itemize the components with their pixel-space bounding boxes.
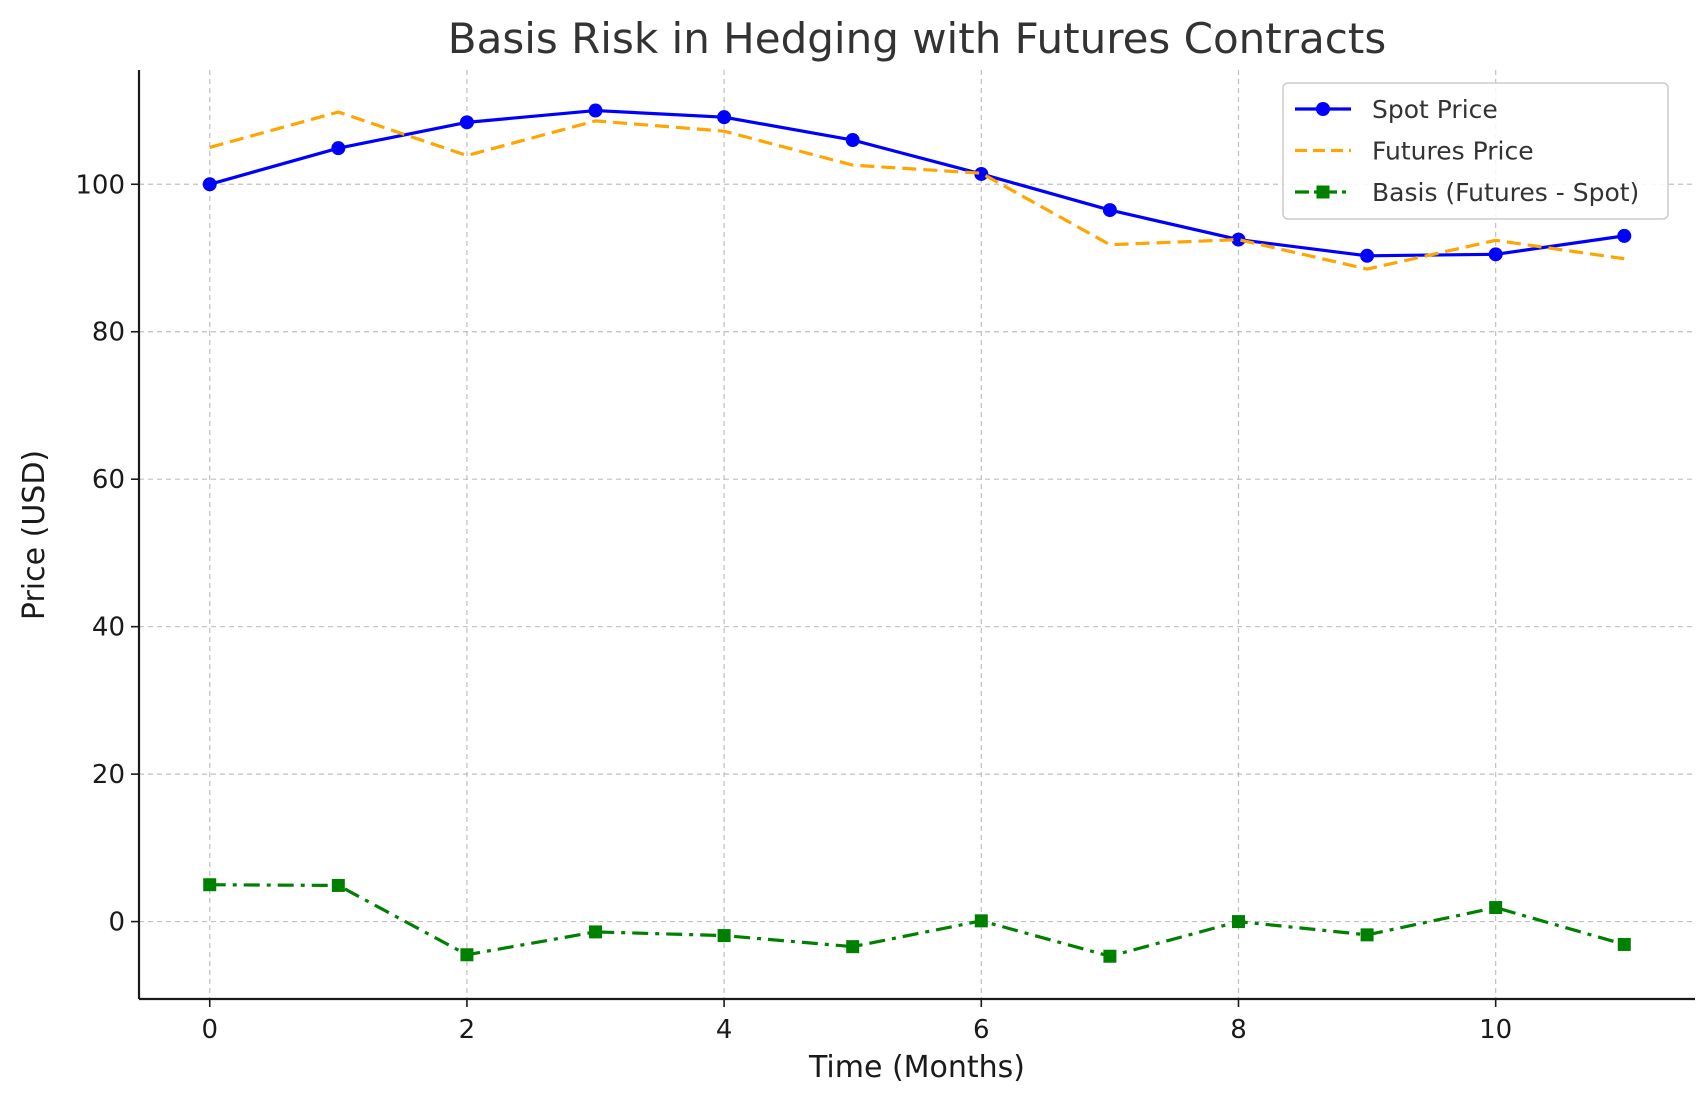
plot-area bbox=[202, 103, 1632, 963]
series-spot-price bbox=[202, 103, 1632, 263]
legend-label-futures-price: Futures Price bbox=[1372, 137, 1534, 166]
data-point-spot-price bbox=[1102, 203, 1117, 218]
data-point-spot-price bbox=[1231, 232, 1246, 247]
x-tick-label: 6 bbox=[973, 1015, 990, 1045]
data-point-spot-price bbox=[588, 103, 603, 118]
y-tick-label: 60 bbox=[92, 465, 125, 495]
y-tick-label: 20 bbox=[92, 760, 125, 790]
data-point-spot-price bbox=[1360, 248, 1375, 263]
data-point-basis-futures-spot bbox=[1103, 949, 1117, 963]
data-point-spot-price bbox=[459, 115, 474, 130]
series-line-futures-price bbox=[209, 110, 1625, 271]
data-point-basis-futures-spot bbox=[203, 878, 217, 892]
data-point-basis-futures-spot bbox=[460, 948, 474, 962]
data-point-spot-price bbox=[974, 166, 989, 181]
data-point-basis-futures-spot bbox=[1360, 928, 1374, 942]
data-point-spot-price bbox=[331, 141, 346, 156]
data-point-spot-price bbox=[1617, 228, 1632, 243]
data-point-spot-price bbox=[202, 177, 217, 192]
x-tick-label: 2 bbox=[459, 1015, 476, 1045]
x-tick-label: 10 bbox=[1479, 1015, 1512, 1045]
x-tick-label: 4 bbox=[716, 1015, 733, 1045]
data-point-basis-futures-spot bbox=[1489, 901, 1503, 915]
grid bbox=[139, 70, 1695, 999]
series-futures-price bbox=[209, 110, 1625, 271]
y-axis-label: Price (USD) bbox=[17, 450, 52, 620]
data-point-spot-price bbox=[845, 133, 860, 148]
x-axis-label: Time (Months) bbox=[808, 1050, 1025, 1085]
legend-marker-spot-price bbox=[1316, 102, 1330, 116]
data-point-basis-futures-spot bbox=[1231, 915, 1245, 929]
series-basis-futures-spot bbox=[203, 878, 1631, 963]
legend-marker-basis-futures-spot bbox=[1316, 185, 1330, 199]
legend: Spot Price Futures Price Basis (Futures - … bbox=[1282, 82, 1669, 220]
x-tick-label: 8 bbox=[1230, 1015, 1247, 1045]
series-line-spot-price bbox=[209, 108, 1625, 258]
y-tick-label: 80 bbox=[92, 318, 125, 348]
data-point-basis-futures-spot bbox=[717, 929, 731, 943]
y-tick-label: 40 bbox=[92, 613, 125, 643]
data-point-basis-futures-spot bbox=[589, 925, 603, 939]
x-tick-label: 0 bbox=[201, 1015, 218, 1045]
chart-title: Basis Risk in Hedging with Futures Contr… bbox=[448, 14, 1386, 63]
data-point-basis-futures-spot bbox=[331, 878, 345, 892]
axes bbox=[137, 70, 1695, 1001]
series-line-basis-futures-spot bbox=[209, 883, 1625, 958]
legend-label-basis-futures-spot: Basis (Futures - Spot) bbox=[1372, 178, 1639, 207]
data-point-spot-price bbox=[1488, 247, 1503, 262]
legend-box bbox=[1282, 82, 1669, 220]
legend-label-spot-price: Spot Price bbox=[1372, 95, 1498, 124]
y-tick-label: 100 bbox=[75, 170, 125, 200]
data-point-basis-futures-spot bbox=[1617, 937, 1631, 951]
data-point-basis-futures-spot bbox=[974, 914, 988, 928]
data-point-basis-futures-spot bbox=[846, 940, 860, 954]
data-point-spot-price bbox=[717, 110, 732, 125]
y-tick-label: 0 bbox=[108, 908, 125, 938]
